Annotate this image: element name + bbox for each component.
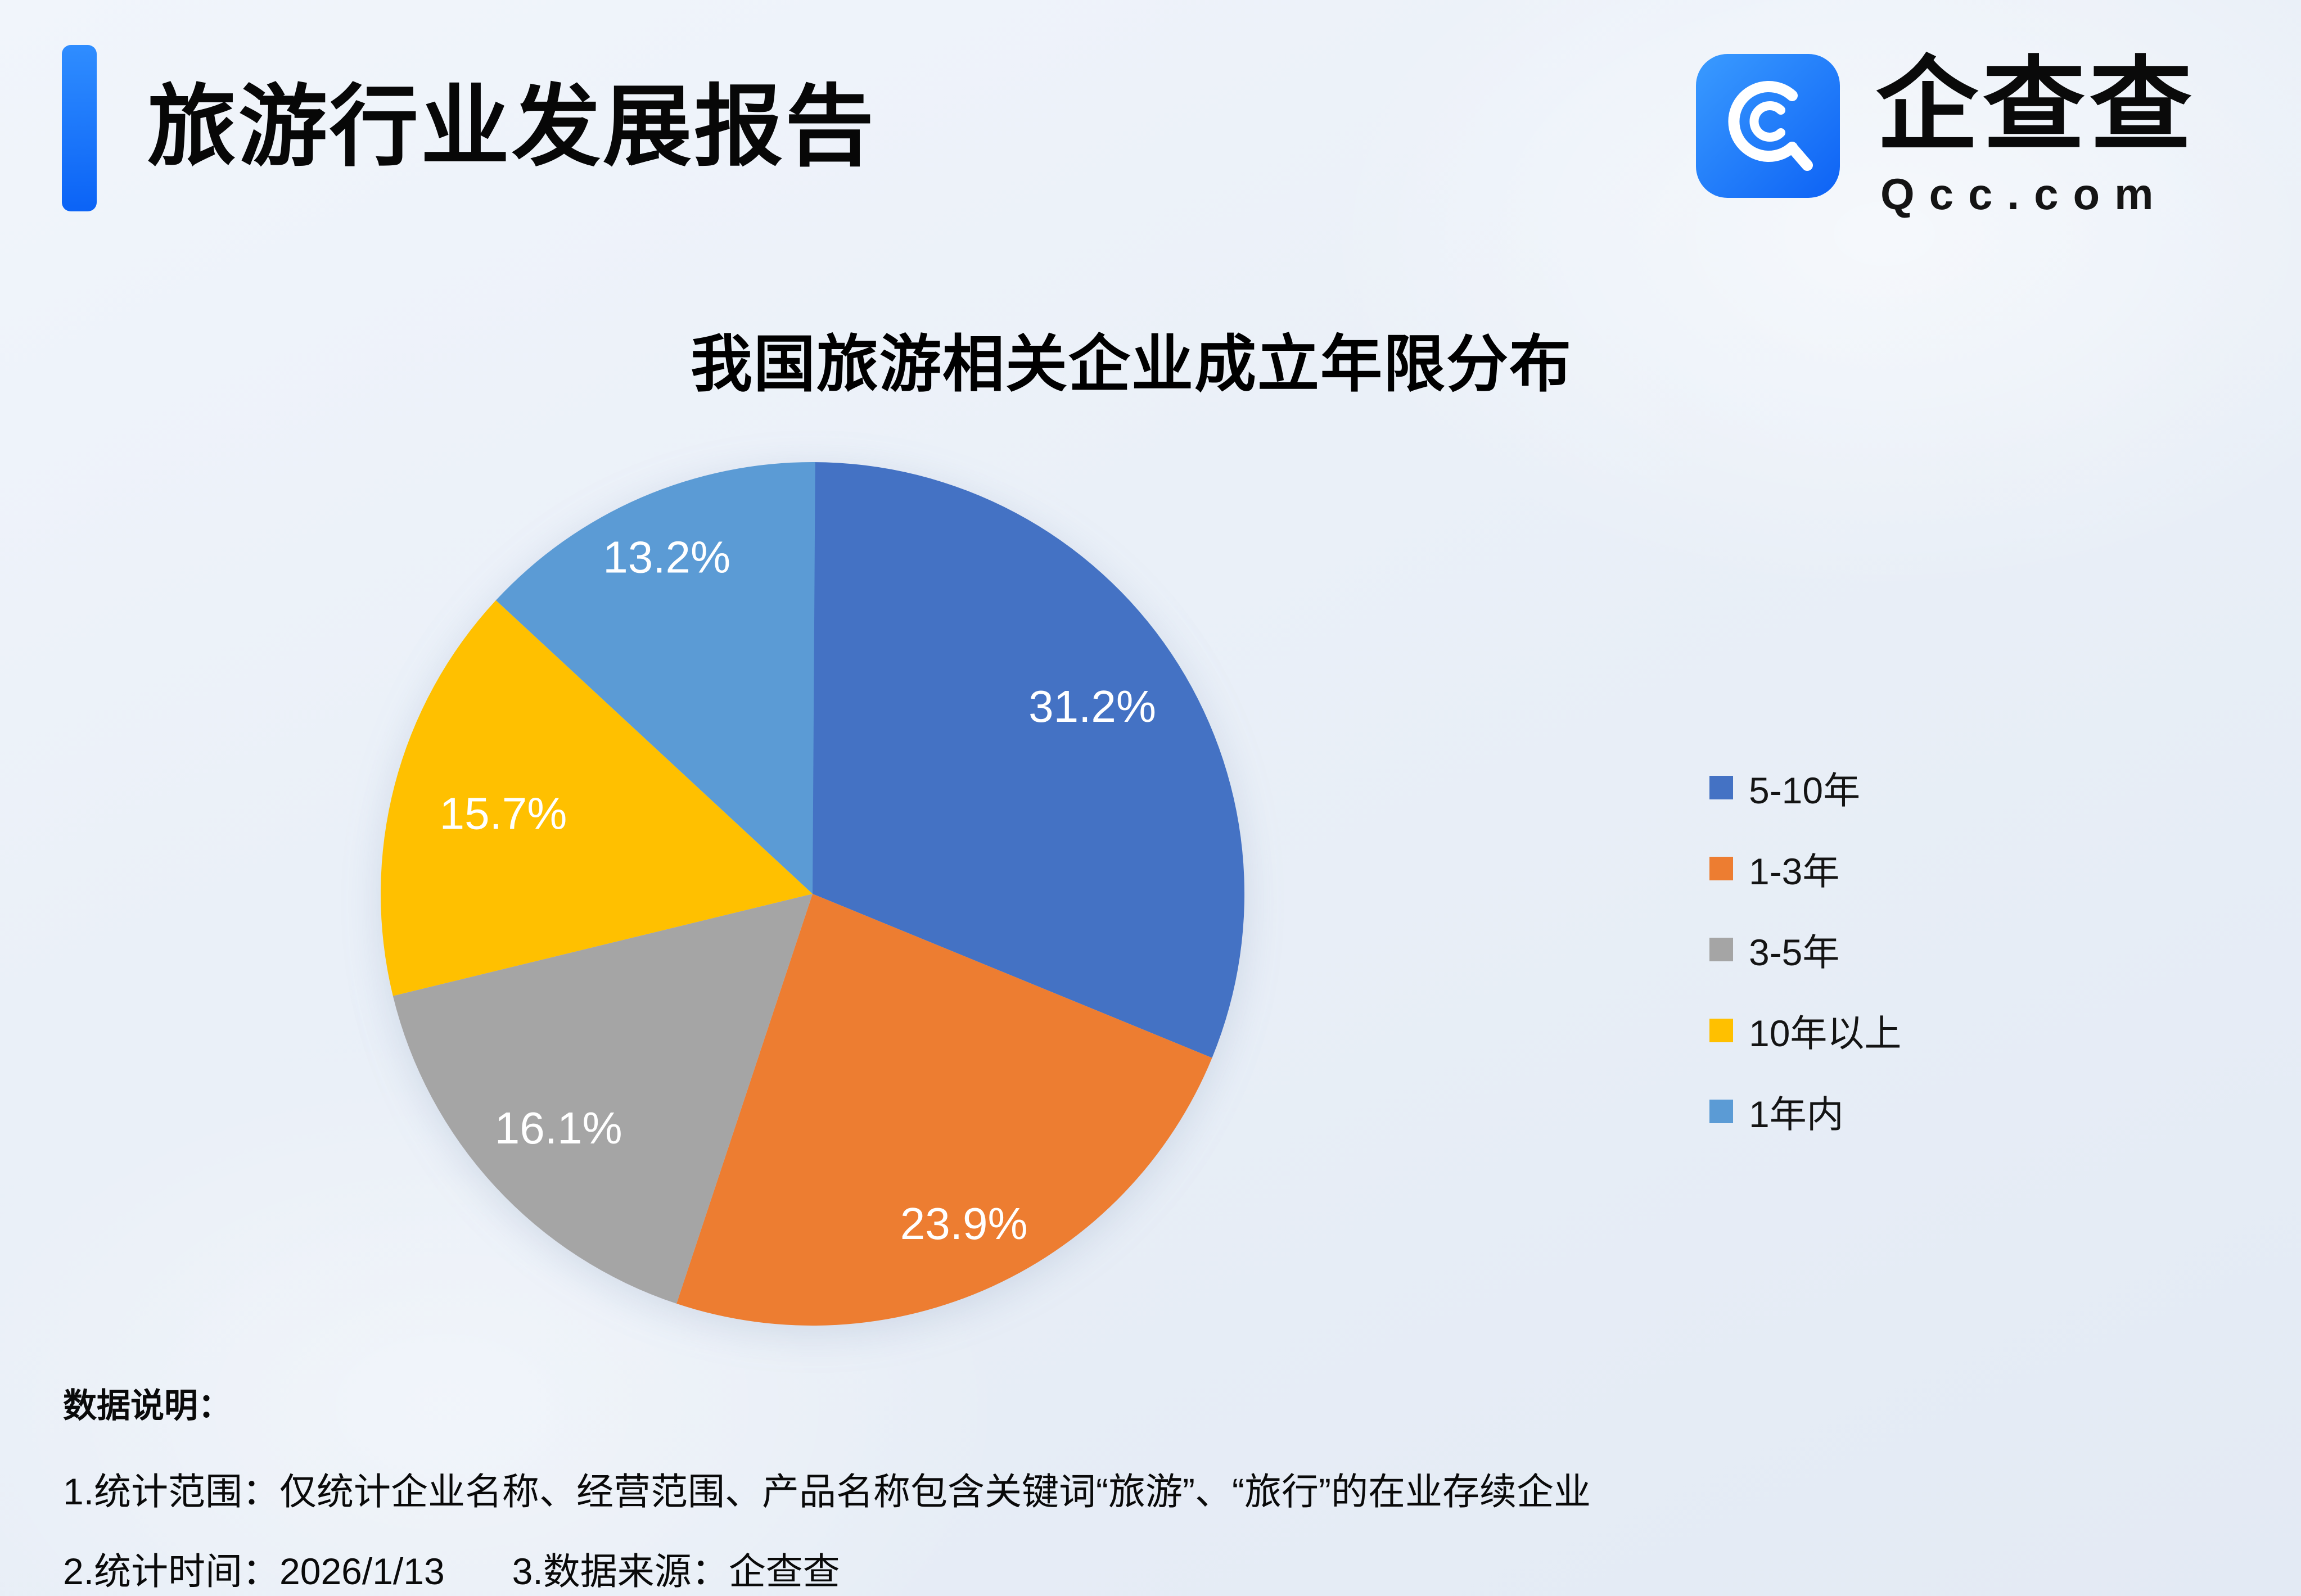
title-accent-bar: [62, 45, 97, 211]
legend-swatch: [1709, 776, 1733, 799]
legend-label: 10年以上: [1749, 1012, 1902, 1054]
legend-label: 1年内: [1749, 1093, 1844, 1135]
legend-label: 1-3年: [1749, 851, 1840, 892]
qcc-logo: 企查查 Qcc.com: [1696, 54, 2196, 216]
pie-slice-5-10年: [813, 462, 1245, 1058]
legend-item-5-10年: 5-10年: [1709, 763, 1901, 812]
pie-slice-3-5年: [392, 894, 813, 1304]
logo-domain: Qcc.com: [1880, 169, 2168, 219]
legend-item-1年内: 1年内: [1709, 1087, 1901, 1136]
page-title: 旅游行业发展报告: [147, 78, 876, 177]
legend-swatch: [1709, 938, 1733, 961]
legend-swatch: [1709, 1019, 1733, 1042]
logo-text: 企查查: [1876, 48, 2196, 162]
legend-item-3-5年: 3-5年: [1709, 925, 1901, 974]
pie-slice-1-3年: [676, 894, 1212, 1326]
chart-legend: 5-10年 1-3年 3-5年 10年以上 1年内: [1709, 763, 1901, 1136]
pie-label-1年内: 13.2%: [603, 532, 730, 582]
legend-label: 3-5年: [1749, 932, 1840, 973]
legend-swatch: [1709, 1100, 1733, 1123]
qcc-logo-icon: [1696, 54, 1840, 198]
notes-time-source: 2.统计时间：2026/1/13 3.数据来源：企查查: [63, 1541, 840, 1595]
pie-slice-1年内: [495, 462, 815, 894]
legend-label: 5-10年: [1749, 770, 1861, 811]
qcc-logo-text-block: 企查查 Qcc.com: [1876, 54, 2196, 216]
pie-label-10年以上: 15.7%: [440, 788, 567, 838]
pie-label-1-3年: 23.9%: [900, 1199, 1028, 1249]
notes-data-source: 3.数据来源：企查查: [512, 1550, 840, 1592]
legend-item-10年以上: 10年以上: [1709, 1006, 1901, 1055]
legend-swatch: [1709, 857, 1733, 880]
notes-scope: 1.统计范围：仅统计企业名称、经营范围、产品名称包含关键词“旅游”、“旅行”的在…: [63, 1471, 1591, 1512]
pie-chart: 31.2% 23.9% 16.1% 15.7% 13.2%: [381, 462, 1245, 1326]
legend-item-1-3年: 1-3年: [1709, 844, 1901, 893]
pie-label-3-5年: 16.1%: [495, 1103, 622, 1153]
notes-stat-time: 2.统计时间：2026/1/13: [63, 1550, 445, 1592]
notes-heading: 数据说明：: [63, 1387, 232, 1425]
pie-slice-10年以上: [381, 600, 813, 996]
chart-title: 我国旅游相关企业成立年限分布: [691, 330, 1572, 399]
pie-label-5-10年: 31.2%: [1028, 681, 1156, 731]
